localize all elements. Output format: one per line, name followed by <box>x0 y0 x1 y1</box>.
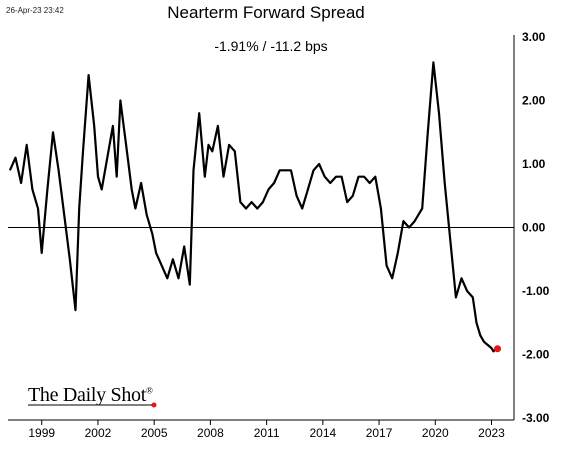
timestamp: 26-Apr-23 23:42 <box>6 6 64 15</box>
last-value-marker <box>494 345 502 353</box>
y-ticks: 3.00 2.00 1.00 0.00 -1.00 -2.00 -3.00 <box>522 30 550 425</box>
brand-dot <box>151 402 157 408</box>
y-tick-label: 1.00 <box>522 157 546 171</box>
x-tick-label: 2002 <box>85 426 112 440</box>
brand-name: The Daily Shot <box>28 384 147 406</box>
y-tick-label: -2.00 <box>522 348 550 362</box>
brand-mark: ® <box>146 385 153 396</box>
x-tick-label: 2020 <box>422 426 449 440</box>
x-tick-label: 2014 <box>309 426 336 440</box>
brand-logo: The Daily Shot® <box>28 384 153 407</box>
series-line <box>8 61 498 353</box>
x-tick-label: 2005 <box>141 426 168 440</box>
x-ticks: 1999 2002 2005 2008 2011 2014 2017 2020 2023 <box>28 420 505 440</box>
x-tick-label: 1999 <box>28 426 55 440</box>
y-tick-label: 0.00 <box>522 221 546 235</box>
y-tick-label: -1.00 <box>522 284 550 298</box>
x-tick-label: 2008 <box>197 426 224 440</box>
x-tick-label: 2017 <box>366 426 393 440</box>
y-tick-label: -3.00 <box>522 411 550 425</box>
x-tick-label: 2023 <box>478 426 505 440</box>
y-tick-label: 3.00 <box>522 30 546 44</box>
y-tick-label: 2.00 <box>522 94 546 108</box>
chart-subtitle: -1.91% / -11.2 bps <box>214 38 328 54</box>
chart-title: Nearterm Forward Spread <box>167 3 365 22</box>
x-tick-label: 2011 <box>254 426 280 440</box>
